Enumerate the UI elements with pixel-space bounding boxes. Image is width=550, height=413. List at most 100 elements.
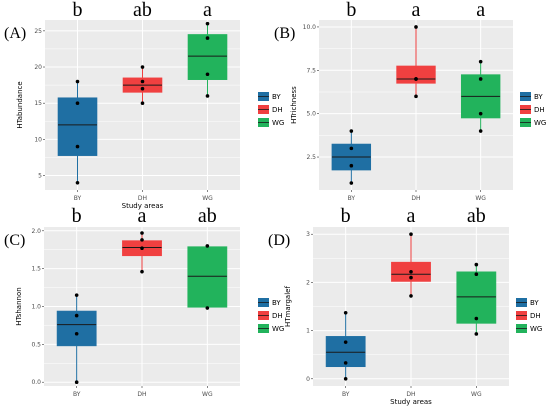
panel-1-legend-label-DH: DH (272, 106, 283, 114)
panel-1-ytick-label: 10 (34, 136, 42, 143)
panel-1-legend-label-BY: BY (272, 93, 281, 101)
panel-4-point-BY (343, 376, 348, 381)
panel-3-point-DH (140, 238, 144, 242)
panel-1-point-DH (140, 86, 145, 91)
panel-1-box-WG (187, 34, 228, 80)
panel-3-point-BY (74, 293, 79, 297)
panel-3-significance-WG: ab (198, 205, 217, 227)
panel-3-point-BY (74, 380, 79, 385)
panel-3-ylabel: HTshannon (15, 287, 23, 325)
panel-3-point-DH (140, 246, 144, 250)
panel-4-point-DH (409, 232, 413, 237)
panel-4-ytick-label: 0 (306, 376, 310, 383)
panel-2-ytick-label: 5.0 (306, 111, 316, 118)
panel-2-point-BY (349, 163, 354, 168)
panel-2-ytick-label: 2.5 (306, 154, 316, 161)
panel-4-xtick-label: BY (342, 391, 350, 398)
panel-3-ytick-label: 0.0 (31, 379, 41, 386)
panel-4-point-BY (343, 361, 348, 365)
panel-1-xtick-label: DH (138, 195, 147, 202)
panel-4-xlabel: Study areas (390, 398, 432, 406)
panel-2-ytick-label: 7.5 (306, 67, 316, 74)
panel-2-point-WG (478, 77, 483, 81)
panel-1-point-DH (140, 101, 145, 105)
panel-2-point-WG (478, 111, 483, 116)
panel-1-ytick-label: 20 (34, 64, 42, 71)
panel-4-xtick-label: DH (406, 391, 415, 398)
panel-1-xlabel: Study areas (122, 202, 164, 210)
panel-1-point-BY (75, 180, 80, 185)
panel-1-point-WG (205, 21, 210, 26)
panel-2-label: (B) (274, 25, 295, 42)
panel-4-ytick-label: 3 (306, 231, 310, 238)
panel-2-legend-label-BY: BY (534, 93, 543, 101)
panel-3-xtick-label: WG (202, 391, 213, 398)
panel-3-xtick-label: DH (137, 391, 146, 398)
panel-3-ytick-label: 2.0 (31, 228, 41, 235)
panel-1-point-BY (75, 79, 80, 84)
panel-2-legend-label-WG: WG (534, 119, 546, 127)
panel-4-significance-WG: ab (467, 205, 486, 227)
panel-1-point-BY (75, 144, 80, 149)
panel-4-label: (D) (268, 232, 290, 249)
panel-4-ytick-label: 2 (306, 279, 310, 286)
panel-2-significance-BY: b (346, 0, 356, 21)
panel-4-legend-label-DH: DH (530, 312, 541, 320)
panel-3-ytick-label: 1.5 (31, 266, 41, 273)
panel-4-ytick-label: 1 (306, 328, 310, 335)
panel-3-point-DH (140, 231, 144, 235)
panel-2-legend-label-DH: DH (534, 106, 545, 114)
panel-2-xtick-label: DH (411, 195, 420, 202)
panel-2-point-DH (414, 94, 418, 99)
panel-2-point-BY (349, 181, 354, 185)
panel-1-xtick-label: WG (202, 195, 213, 202)
panel-1-ylabel: HTabundance (16, 81, 24, 128)
panel-2-significance-DH: a (412, 0, 421, 21)
panel-4-legend-label-WG: WG (530, 325, 542, 333)
panel-3-point-BY (74, 313, 79, 318)
panel-3-legend-label-WG: WG (272, 325, 284, 333)
panel-3-point-WG (205, 306, 210, 310)
panel-1-point-DH (140, 79, 145, 84)
panel-1-point-DH (140, 65, 145, 69)
panel-3-xtick-label: BY (73, 391, 81, 398)
panel-1-legend-label-WG: WG (272, 119, 284, 127)
panel-3-legend-label-BY: BY (272, 299, 281, 307)
panel-4-point-WG (474, 262, 479, 267)
panel-2-significance-WG: a (476, 0, 485, 21)
panel-4-point-WG (474, 332, 479, 336)
panel-2-xtick-label: BY (348, 195, 356, 202)
panel-2-point-BY (349, 129, 354, 133)
panel-2-point-DH (414, 77, 418, 81)
panel-3-ytick-label: 1.0 (31, 304, 41, 311)
panel-1-label: (A) (4, 25, 26, 42)
panel-1-significance-WG: a (203, 0, 212, 21)
panel-4-point-DH (409, 270, 413, 274)
panel-1-ytick-label: 15 (34, 100, 42, 107)
panel-4-legend-label-BY: BY (530, 299, 539, 307)
panel-2-ylabel: HTrichness (290, 86, 298, 124)
panel-2-point-DH (414, 25, 418, 29)
panel-1-point-WG (205, 36, 210, 40)
panel-2-point-BY (349, 146, 354, 151)
panel-1-significance-DH: ab (133, 0, 152, 21)
panel-3-point-DH (140, 269, 144, 274)
panel-1-point-WG (205, 72, 210, 77)
panel-1-point-WG (205, 94, 210, 98)
panel-4-point-WG (474, 316, 479, 321)
panel-1-xtick-label: BY (74, 195, 82, 202)
panel-3-significance-DH: a (138, 205, 147, 227)
panel-2-ytick-label: 10.0 (303, 24, 317, 31)
panel-4-box-WG (456, 271, 497, 324)
panel-1-ytick-label: 5 (38, 173, 42, 180)
panel-3-box-BY (56, 310, 97, 347)
panel-3-point-BY (74, 331, 79, 336)
panel-3-ytick-label: 0.5 (31, 341, 41, 348)
panel-1-significance-BY: b (73, 0, 83, 21)
panel-3-label: (C) (4, 232, 25, 249)
panel-2-point-WG (478, 129, 483, 133)
panel-4-significance-DH: a (407, 205, 416, 227)
panel-1-ytick-label: 25 (34, 28, 42, 35)
panel-2-point-WG (478, 59, 483, 64)
panel-2-xtick-label: WG (475, 195, 486, 202)
